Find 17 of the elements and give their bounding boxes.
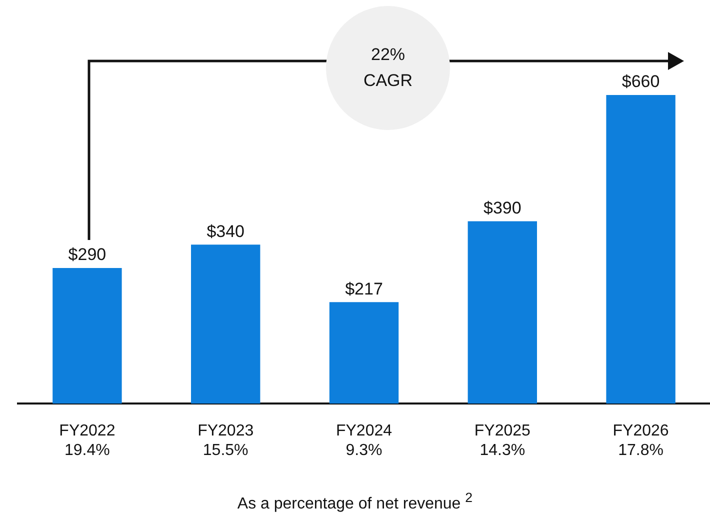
x-tick-label: FY2025 14.3% (474, 422, 531, 459)
bar (329, 302, 399, 404)
bar (191, 244, 260, 404)
data-label: $290 (68, 245, 106, 264)
x-tick-label: FY2022 19.4% (59, 422, 116, 459)
data-label: $217 (345, 279, 383, 298)
bar (606, 95, 676, 404)
x-tick-label: FY2023 15.5% (198, 422, 254, 459)
data-label: $340 (206, 222, 245, 241)
bar (468, 221, 537, 404)
x-tick-label: FY2024 9.3% (336, 422, 392, 459)
x-tick-label: FY2026 17.8% (612, 422, 669, 459)
x-axis-title: As a percentage of net revenue $^{2}$ (236, 490, 474, 514)
data-label: $660 (622, 72, 660, 92)
data-label: $390 (483, 198, 522, 218)
circle: 22% CAGR (326, 6, 450, 130)
bar (52, 268, 122, 404)
